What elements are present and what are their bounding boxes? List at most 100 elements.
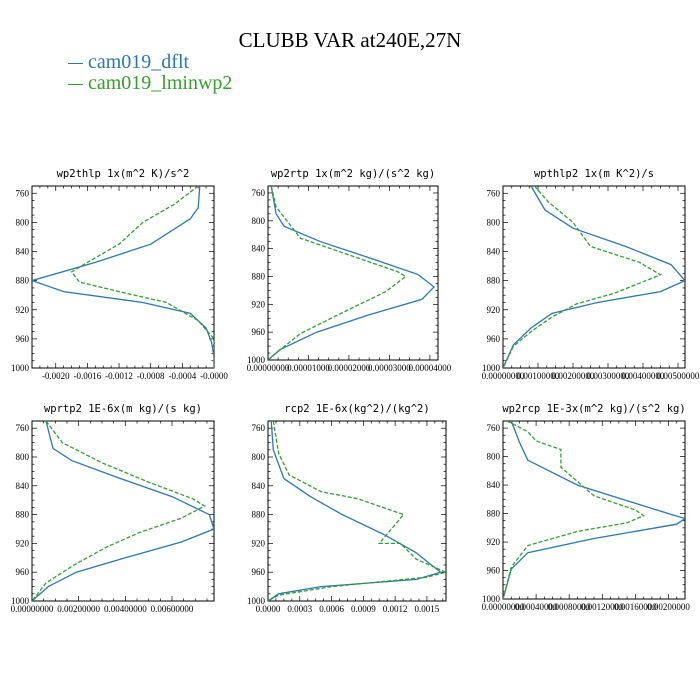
series-line-lminwp2 xyxy=(503,421,645,599)
panel-1: wp2thlp 1x(m^2 K)/s^2 760 800 840 880 920 960 1… xyxy=(11,168,228,381)
y-tick-label: 760 xyxy=(16,423,30,433)
y-tick-label: 1000 xyxy=(11,363,30,373)
x-tick-label: 0.00200000 xyxy=(57,604,100,614)
y-tick-label: 800 xyxy=(252,216,266,226)
legend-swatch-dflt xyxy=(68,63,83,64)
y-tick-label: 800 xyxy=(252,452,266,462)
x-tick-label: 0.00300000 xyxy=(587,371,630,381)
x-tick-label: 0.00400000 xyxy=(622,371,665,381)
panel-title: wp2thlp 1x(m^2 K)/s^2 xyxy=(57,168,190,180)
x-tick-label: 0.00200000 xyxy=(552,371,595,381)
legend-label-lminwp2: cam019_lminwp2 xyxy=(88,72,233,94)
panel-title: wpthlp2 1x(m K^2)/s xyxy=(534,168,654,180)
y-tick-label: 960 xyxy=(16,334,30,344)
y-tick-label: 800 xyxy=(16,452,30,462)
y-tick-label: 880 xyxy=(16,510,30,520)
series-line-dflt xyxy=(32,421,214,601)
panel-5: rcp2 1E-6x(kg^2)/(kg^2) 760 800 840 880 920 96… xyxy=(247,403,447,614)
x-tick-label: 0.0009 xyxy=(351,604,376,614)
y-tick-label: 800 xyxy=(487,217,501,227)
x-tick-label: -0.0008 xyxy=(137,371,165,381)
x-tick-label: 0.00160000 xyxy=(614,602,657,612)
x-tick-label: 0.0006 xyxy=(319,604,344,614)
panel-6: wp2rcp 1E-3x(m^2 kg)/(s^2 kg)760 800 840 88… xyxy=(482,403,691,612)
plot-frame xyxy=(31,420,215,602)
y-tick-label: 880 xyxy=(16,276,30,286)
figure-title: CLUBB VAR at240E,27N xyxy=(238,28,462,52)
y-tick-label: 920 xyxy=(487,305,501,315)
series-line-dflt xyxy=(503,421,685,599)
panel-title: rcp2 1E-6x(kg^2)/(kg^2) xyxy=(284,403,429,415)
legend-item-lminwp2: cam019_lminwp2 xyxy=(68,73,232,94)
x-tick-label: 0.00000000 xyxy=(482,602,525,612)
panel-title: wp2rtp 1x(m^2 kg)/(s^2 kg) xyxy=(271,168,435,180)
x-tick-label: 0.00000000 xyxy=(11,604,54,614)
y-tick-label: 920 xyxy=(16,305,30,315)
plot-frame xyxy=(31,185,215,369)
series-line-dflt xyxy=(268,421,443,601)
x-tick-label: 0.00080000 xyxy=(548,602,591,612)
y-tick-label: 840 xyxy=(252,481,266,491)
x-tick-label: 0.00003000 xyxy=(368,363,411,373)
x-tick-label: 0.00001000 xyxy=(287,363,330,373)
y-tick-label: 880 xyxy=(487,509,501,519)
y-tick-label: 920 xyxy=(16,538,30,548)
series-line-lminwp2 xyxy=(268,186,407,360)
series-line-dflt xyxy=(503,186,685,368)
y-tick-label: 920 xyxy=(252,299,266,309)
series-line-lminwp2 xyxy=(70,186,214,368)
legend-item-dflt: cam019_dflt xyxy=(68,52,232,73)
x-tick-label: 0.00120000 xyxy=(581,602,624,612)
x-tick-label: 0.00400000 xyxy=(104,604,147,614)
plot-frame xyxy=(267,185,439,361)
y-tick-label: 800 xyxy=(16,217,30,227)
y-tick-label: 760 xyxy=(487,423,501,433)
y-tick-label: 960 xyxy=(16,567,30,577)
y-tick-label: 1000 xyxy=(482,363,501,373)
series-line-lminwp2 xyxy=(503,186,662,368)
y-tick-label: 1000 xyxy=(247,355,266,365)
x-tick-label: -0.0016 xyxy=(74,371,102,381)
y-tick-label: 840 xyxy=(16,481,30,491)
panel-2: wp2rtp 1x(m^2 kg)/(s^2 kg) 760 800 840 880 92… xyxy=(247,168,452,373)
y-tick-label: 960 xyxy=(252,327,266,337)
x-tick-label: 0.00002000 xyxy=(328,363,371,373)
x-tick-label: -0.0004 xyxy=(168,371,196,381)
y-tick-label: 1000 xyxy=(247,596,266,606)
legend-label-dflt: cam019_dflt xyxy=(88,51,190,73)
y-tick-label: 920 xyxy=(487,537,501,547)
x-tick-label: -0.0012 xyxy=(105,371,133,381)
x-tick-label: 0.0000 xyxy=(256,604,281,614)
panel-3: wpthlp2 1x(m K^2)/s 760 800 840 880 920 960 100… xyxy=(482,168,700,381)
y-tick-label: 840 xyxy=(252,244,266,254)
x-tick-label: 0.00100000 xyxy=(517,371,560,381)
y-tick-label: 880 xyxy=(487,276,501,286)
series-line-lminwp2 xyxy=(32,421,207,601)
legend-swatch-lminwp2 xyxy=(68,84,83,85)
y-tick-label: 760 xyxy=(252,188,266,198)
series-line-dflt xyxy=(268,186,435,360)
x-tick-label: 0.00040000 xyxy=(515,602,558,612)
series-line-dflt xyxy=(32,186,214,368)
x-tick-label: 0.0003 xyxy=(287,604,312,614)
panel-title: wp2rcp 1E-3x(m^2 kg)/(s^2 kg) xyxy=(502,403,685,415)
y-tick-label: 840 xyxy=(487,247,501,257)
panel-title: wprtp2 1E-6x(m kg)/(s kg) xyxy=(44,403,202,415)
x-tick-label: 0.0012 xyxy=(383,604,408,614)
plot-frame xyxy=(267,420,447,602)
x-tick-label: 0.00000000 xyxy=(247,363,290,373)
y-tick-label: 1000 xyxy=(482,594,501,604)
y-tick-label: 840 xyxy=(16,247,30,257)
x-tick-label: 0.00500000 xyxy=(657,371,700,381)
x-tick-label: 0.00000000 xyxy=(482,371,525,381)
y-tick-label: 840 xyxy=(487,480,501,490)
plot-frame xyxy=(502,185,686,369)
y-tick-label: 800 xyxy=(487,452,501,462)
legend: cam019_dflt cam019_lminwp2 xyxy=(68,52,232,94)
series-line-lminwp2 xyxy=(268,421,446,601)
x-tick-label: -0.0000 xyxy=(200,371,228,381)
x-tick-label: 0.00600000 xyxy=(151,604,194,614)
x-tick-label: 0.00004000 xyxy=(409,363,452,373)
